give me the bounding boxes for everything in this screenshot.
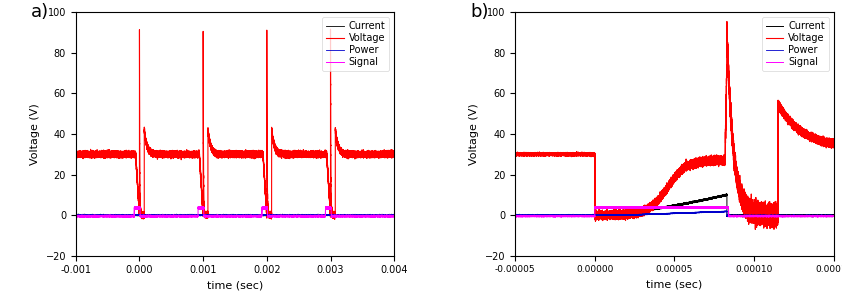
Current [518, 213, 528, 217]
X-axis label: time (sec): time (sec) [207, 281, 263, 291]
Signal [360, 214, 370, 218]
Power [678, 212, 688, 215]
Line: Signal: Signal [76, 207, 394, 217]
Signal [109, 214, 120, 218]
Line: Signal: Signal [515, 206, 834, 217]
Signal [182, 216, 192, 219]
Current [549, 213, 559, 217]
Voltage [78, 152, 88, 156]
Power [813, 214, 823, 218]
Current [738, 215, 748, 219]
Signal [619, 205, 629, 208]
Signal [829, 214, 839, 218]
Current [722, 192, 732, 196]
Current [798, 214, 808, 218]
Current [813, 214, 823, 218]
Voltage [109, 153, 120, 157]
Signal [274, 214, 284, 218]
Power [798, 214, 808, 217]
Signal [238, 215, 248, 218]
Signal [518, 214, 528, 218]
Y-axis label: Voltage (V): Voltage (V) [469, 103, 479, 165]
Voltage [374, 150, 384, 154]
Voltage [518, 152, 528, 155]
Voltage [722, 20, 732, 23]
Voltage [71, 152, 81, 156]
Current [829, 214, 839, 217]
Power [829, 214, 839, 218]
Current [510, 213, 520, 217]
Signal [713, 205, 723, 209]
Voltage [798, 129, 808, 133]
Current [238, 214, 248, 217]
Power [360, 213, 370, 217]
Voltage [813, 139, 823, 143]
Signal [813, 214, 823, 217]
Current [71, 213, 81, 217]
Signal [71, 215, 81, 219]
Current [374, 213, 384, 217]
X-axis label: time (sec): time (sec) [647, 280, 702, 290]
Line: Power: Power [76, 214, 394, 216]
Voltage [678, 168, 688, 172]
Line: Current: Current [515, 194, 834, 217]
Voltage [750, 228, 760, 231]
Signal [78, 214, 88, 218]
Signal [132, 205, 142, 209]
Signal [678, 206, 688, 209]
Power [518, 213, 528, 217]
Voltage [510, 152, 520, 156]
Voltage [713, 157, 723, 161]
Text: b): b) [471, 2, 489, 21]
Legend: Current, Voltage, Power, Signal: Current, Voltage, Power, Signal [762, 17, 829, 71]
Power [238, 213, 248, 217]
Line: Voltage: Voltage [76, 29, 394, 219]
Current [678, 202, 688, 206]
Power [71, 213, 81, 217]
Power [549, 213, 559, 217]
Current [109, 213, 120, 217]
Power [510, 213, 520, 217]
Voltage [829, 140, 839, 144]
Current [78, 213, 88, 217]
Power [389, 213, 399, 217]
Current [135, 201, 145, 205]
Signal [510, 214, 520, 217]
Power [813, 215, 823, 218]
Current [713, 195, 723, 199]
Power [722, 209, 732, 213]
Legend: Current, Voltage, Power, Signal: Current, Voltage, Power, Signal [322, 17, 389, 71]
Current [389, 213, 399, 217]
Line: Voltage: Voltage [515, 22, 834, 229]
Voltage [389, 151, 399, 155]
Voltage [329, 217, 339, 221]
Power [78, 213, 88, 217]
Line: Current: Current [76, 203, 394, 216]
Voltage [238, 151, 248, 155]
Current [360, 214, 370, 217]
Current [274, 213, 284, 217]
Line: Power: Power [515, 211, 834, 217]
Power [150, 214, 160, 218]
Voltage [360, 152, 370, 156]
Signal [374, 214, 384, 218]
Power [380, 213, 390, 216]
Signal [549, 214, 559, 218]
Voltage [326, 27, 336, 31]
Power [374, 213, 384, 217]
Voltage [274, 151, 284, 154]
Signal [389, 214, 399, 218]
Power [109, 213, 120, 217]
Current [145, 214, 155, 218]
Text: a): a) [31, 2, 50, 21]
Y-axis label: Voltage (V): Voltage (V) [30, 103, 40, 165]
Signal [798, 214, 808, 218]
Voltage [549, 154, 559, 157]
Power [274, 213, 284, 217]
Signal [807, 215, 818, 219]
Power [713, 210, 723, 214]
